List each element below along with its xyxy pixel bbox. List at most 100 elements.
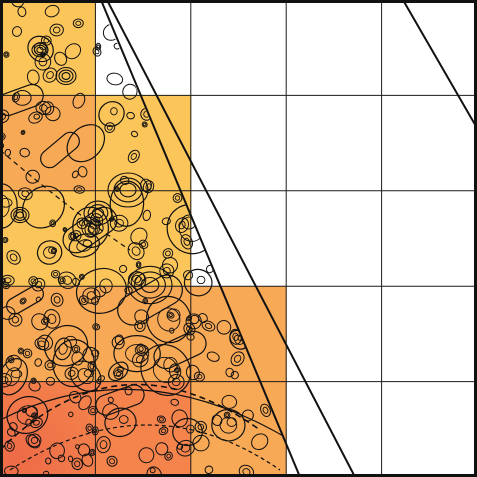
bubble-inner-ring bbox=[19, 349, 23, 353]
bubble-ring bbox=[57, 454, 66, 463]
bubble-ring bbox=[171, 409, 188, 428]
bubble-ring bbox=[134, 309, 150, 325]
filled-cell bbox=[0, 190, 96, 287]
concentric-ring bbox=[61, 72, 71, 80]
bubble-core bbox=[10, 369, 23, 379]
bubble-inner-ring bbox=[262, 406, 269, 414]
bubble-ring bbox=[19, 147, 30, 158]
bubble-ring bbox=[22, 348, 33, 359]
capsule-shape bbox=[40, 131, 80, 169]
bubble-ring bbox=[81, 453, 94, 467]
bubble-inner-ring bbox=[168, 313, 173, 318]
bubble-ring bbox=[175, 217, 189, 233]
bubble-ring bbox=[17, 6, 27, 18]
bubble-ring bbox=[113, 334, 161, 373]
concentric-ring bbox=[33, 44, 47, 56]
bubble-ring bbox=[138, 447, 155, 464]
bubble-inner-ring bbox=[232, 332, 239, 341]
bubble-ring bbox=[49, 442, 65, 460]
bubble-ring bbox=[221, 394, 238, 409]
bubble-ring bbox=[251, 433, 269, 451]
bubble-ring bbox=[27, 433, 42, 448]
bubble-ring bbox=[34, 358, 43, 367]
bubble-ring bbox=[140, 344, 192, 396]
bubble-inner-ring bbox=[63, 228, 67, 232]
bubble-ring bbox=[109, 180, 145, 227]
concentric-ring bbox=[10, 206, 30, 224]
bubble-ring bbox=[172, 193, 183, 203]
bubble-ring bbox=[161, 257, 179, 274]
bubble-ring bbox=[204, 465, 214, 475]
bubble-inner-ring bbox=[187, 316, 191, 321]
bubble-inner-ring bbox=[6, 442, 13, 450]
bubble-ring bbox=[76, 217, 88, 230]
capsule-shape bbox=[153, 330, 207, 370]
bubble-ring bbox=[141, 121, 148, 128]
bubble-ring bbox=[122, 83, 138, 100]
bubble-core bbox=[134, 344, 149, 356]
bubble-ring bbox=[64, 43, 82, 60]
bubble-inner-ring bbox=[114, 218, 124, 228]
bubble-ring bbox=[17, 347, 25, 355]
bubble-ring bbox=[26, 69, 40, 85]
bubble-inner-ring bbox=[30, 436, 39, 444]
concentric-ring bbox=[13, 209, 27, 221]
bubble-ring bbox=[41, 101, 55, 116]
bubble-inner-ring bbox=[197, 423, 205, 431]
bubble-ring bbox=[8, 312, 23, 327]
bubble-inner-ring bbox=[9, 357, 13, 362]
bubble-inner-ring bbox=[131, 246, 141, 256]
bubble-ring bbox=[114, 186, 120, 192]
bubble-core bbox=[82, 239, 93, 247]
bubble-ring bbox=[134, 320, 146, 332]
bubble-inner-ring bbox=[9, 253, 18, 262]
bubble-inner-ring bbox=[175, 368, 179, 372]
bubble-ring bbox=[198, 313, 208, 323]
bubble-ring bbox=[108, 361, 129, 382]
bubble-ring bbox=[142, 209, 152, 222]
bubble-core bbox=[0, 197, 13, 208]
bubble-ring bbox=[126, 111, 135, 120]
bubble-ring bbox=[146, 466, 163, 477]
bubble-ring bbox=[64, 366, 79, 380]
bubble-inner-ring bbox=[58, 343, 68, 355]
bubble-ring bbox=[44, 4, 60, 18]
bubble-inner-ring bbox=[106, 124, 113, 131]
bubble-inner-ring bbox=[145, 183, 152, 191]
concentric-ring bbox=[36, 46, 44, 54]
bubble-ring bbox=[127, 149, 140, 164]
bubble-inner-ring bbox=[196, 373, 203, 380]
bubble-ring bbox=[77, 443, 91, 457]
bubble-ring bbox=[41, 317, 50, 325]
bubble-ring bbox=[28, 276, 39, 287]
bubble-inner-ring bbox=[34, 281, 43, 289]
bubble-ring bbox=[72, 18, 84, 29]
concentric-ring bbox=[15, 211, 25, 219]
bubble-ring bbox=[156, 415, 166, 424]
bubble-ring bbox=[183, 322, 196, 336]
bubble-inner-ring bbox=[53, 271, 59, 277]
bubble-ring bbox=[3, 51, 10, 58]
bubble-inner-ring bbox=[21, 130, 25, 134]
bubble-ring bbox=[45, 457, 52, 465]
bubble-ring bbox=[28, 111, 43, 124]
bubble-inner-ring bbox=[24, 350, 31, 357]
bubble-ring bbox=[77, 166, 88, 178]
bubble-ring bbox=[106, 72, 124, 86]
bubble-ring bbox=[176, 439, 195, 457]
bubble-inner-ring bbox=[38, 340, 46, 348]
bubble-ring bbox=[72, 92, 86, 109]
bubble-inner-ring bbox=[174, 195, 181, 201]
bubble-inner-ring bbox=[165, 250, 171, 257]
bubble-core bbox=[226, 417, 237, 427]
concentric-ring bbox=[31, 42, 49, 58]
bubble-inner-ring bbox=[204, 322, 213, 330]
bubble-core bbox=[166, 308, 181, 322]
bubble-ring bbox=[49, 219, 57, 228]
bubble-inner-ring bbox=[90, 450, 95, 455]
bubble-ring bbox=[6, 250, 21, 265]
bubble-ring bbox=[66, 124, 106, 163]
bubble-ring bbox=[158, 426, 169, 436]
bubble-ring bbox=[68, 233, 100, 258]
